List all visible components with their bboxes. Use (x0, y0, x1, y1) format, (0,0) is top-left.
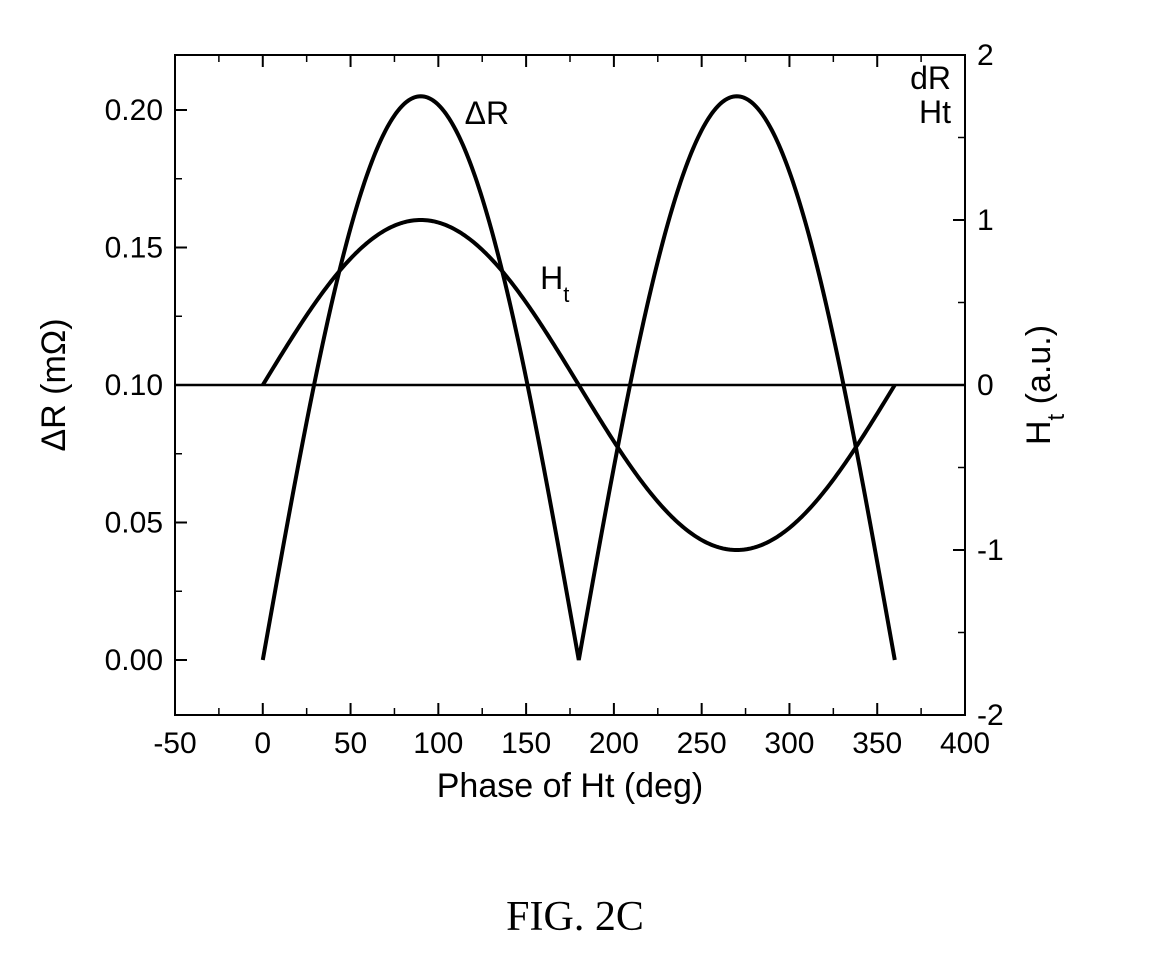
legend-dR: dR (910, 60, 951, 96)
yr-tick-label: -1 (977, 534, 1004, 567)
chart-container: -500501001502002503003504000.000.050.100… (0, 0, 1150, 974)
yr-tick-label: 1 (977, 204, 994, 237)
x-tick-label: -50 (153, 727, 196, 760)
yl-tick-label: 0.15 (105, 232, 163, 265)
yl-tick-label: 0.00 (105, 644, 163, 677)
yl-tick-label: 0.20 (105, 94, 163, 127)
x-tick-label: 0 (254, 727, 271, 760)
yr-tick-label: 0 (977, 369, 994, 402)
Ht-annotation: Ht (540, 260, 569, 307)
yl-tick-label: 0.05 (105, 507, 163, 540)
x-tick-label: 300 (764, 727, 814, 760)
figure-caption: FIG. 2C (506, 894, 644, 940)
deltaR-annotation: ΔR (465, 95, 509, 131)
yl-axis-label: ΔR (mΩ) (35, 318, 73, 451)
x-tick-label: 350 (852, 727, 902, 760)
yr-tick-label: 2 (977, 39, 994, 72)
x-tick-label: 100 (413, 727, 463, 760)
yr-tick-label: -2 (977, 699, 1004, 732)
deltaR-curve (263, 96, 895, 660)
x-tick-label: 50 (334, 727, 367, 760)
x-tick-label: 250 (677, 727, 727, 760)
legend-Ht: Ht (919, 94, 951, 130)
chart-svg: -500501001502002503003504000.000.050.100… (0, 0, 1150, 974)
x-tick-label: 200 (589, 727, 639, 760)
x-tick-label: 150 (501, 727, 551, 760)
x-axis-label: Phase of Ht (deg) (437, 767, 703, 805)
yl-tick-label: 0.10 (105, 369, 163, 402)
yr-axis-label: Ht (a.u.) (1020, 325, 1070, 445)
